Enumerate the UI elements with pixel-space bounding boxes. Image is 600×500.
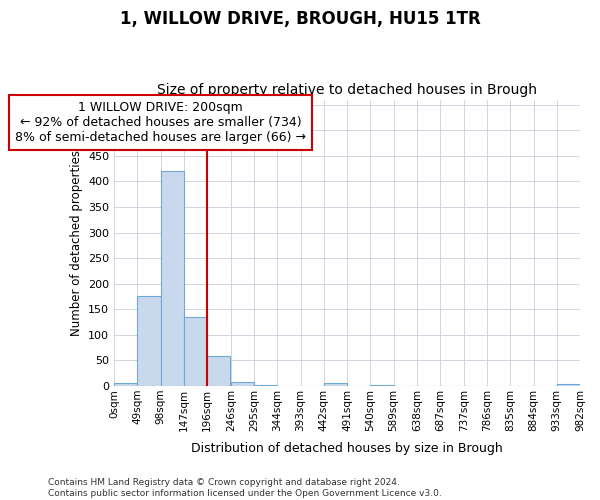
Title: Size of property relative to detached houses in Brough: Size of property relative to detached ho…	[157, 83, 537, 97]
Text: 1, WILLOW DRIVE, BROUGH, HU15 1TR: 1, WILLOW DRIVE, BROUGH, HU15 1TR	[119, 10, 481, 28]
Bar	[184, 317, 207, 386]
Bar	[557, 384, 580, 386]
Bar	[207, 356, 230, 386]
Text: 1 WILLOW DRIVE: 200sqm
← 92% of detached houses are smaller (734)
8% of semi-det: 1 WILLOW DRIVE: 200sqm ← 92% of detached…	[15, 101, 306, 144]
X-axis label: Distribution of detached houses by size in Brough: Distribution of detached houses by size …	[191, 442, 503, 455]
Bar	[254, 385, 277, 386]
Bar	[231, 382, 254, 386]
Bar	[114, 384, 137, 386]
Bar	[370, 385, 394, 386]
Bar	[161, 171, 184, 386]
Y-axis label: Number of detached properties: Number of detached properties	[70, 150, 83, 336]
Bar	[137, 296, 161, 386]
Bar	[324, 384, 347, 386]
Text: Contains HM Land Registry data © Crown copyright and database right 2024.
Contai: Contains HM Land Registry data © Crown c…	[48, 478, 442, 498]
